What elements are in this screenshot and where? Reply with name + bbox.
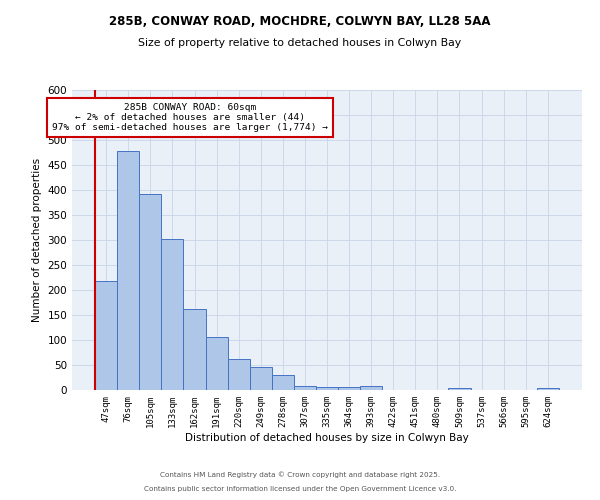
Y-axis label: Number of detached properties: Number of detached properties bbox=[32, 158, 42, 322]
Text: 285B CONWAY ROAD: 60sqm
← 2% of detached houses are smaller (44)
97% of semi-det: 285B CONWAY ROAD: 60sqm ← 2% of detached… bbox=[52, 102, 328, 132]
Bar bbox=[272, 375, 294, 390]
Bar bbox=[227, 358, 250, 390]
Bar bbox=[448, 388, 470, 390]
Bar bbox=[95, 281, 117, 390]
Bar bbox=[139, 194, 161, 390]
Bar bbox=[360, 386, 382, 390]
Text: Size of property relative to detached houses in Colwyn Bay: Size of property relative to detached ho… bbox=[139, 38, 461, 48]
Bar bbox=[338, 386, 360, 390]
Text: Contains public sector information licensed under the Open Government Licence v3: Contains public sector information licen… bbox=[144, 486, 456, 492]
Bar bbox=[184, 308, 206, 390]
Bar bbox=[250, 367, 272, 390]
Bar bbox=[537, 388, 559, 390]
X-axis label: Distribution of detached houses by size in Colwyn Bay: Distribution of detached houses by size … bbox=[185, 432, 469, 442]
Text: Contains HM Land Registry data © Crown copyright and database right 2025.: Contains HM Land Registry data © Crown c… bbox=[160, 471, 440, 478]
Text: 285B, CONWAY ROAD, MOCHDRE, COLWYN BAY, LL28 5AA: 285B, CONWAY ROAD, MOCHDRE, COLWYN BAY, … bbox=[109, 15, 491, 28]
Bar bbox=[206, 337, 227, 390]
Bar bbox=[316, 386, 338, 390]
Bar bbox=[294, 386, 316, 390]
Bar bbox=[161, 239, 184, 390]
Bar bbox=[117, 151, 139, 390]
